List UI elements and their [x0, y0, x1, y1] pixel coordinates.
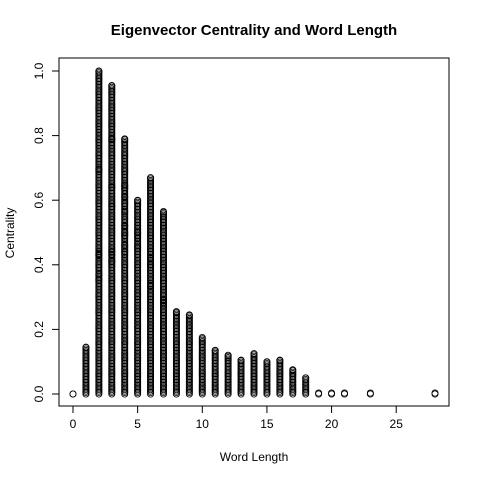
- data-point: [147, 261, 155, 269]
- data-point: [328, 389, 336, 397]
- data-point: [134, 228, 142, 236]
- data-point: [108, 203, 116, 211]
- data-point: [340, 389, 348, 397]
- data-point: [276, 356, 284, 364]
- plot-area: [58, 57, 450, 407]
- data-point: [172, 308, 180, 316]
- data-point: [108, 183, 116, 191]
- data-point: [134, 196, 142, 204]
- data-points: [69, 67, 439, 398]
- data-point: [198, 333, 206, 341]
- data-point: [108, 258, 116, 266]
- data-point: [121, 228, 129, 236]
- data-point: [159, 208, 167, 216]
- y-tick-label: 0.8: [32, 127, 46, 144]
- data-point: [159, 296, 167, 304]
- data-point: [366, 389, 374, 397]
- data-point: [121, 185, 129, 193]
- data-point: [121, 193, 129, 201]
- y-tick-label: 0.4: [32, 256, 46, 273]
- x-tick-label: 0: [70, 417, 77, 431]
- data-point: [147, 174, 155, 182]
- data-point: [95, 67, 103, 75]
- y-tick-label: 0.0: [32, 385, 46, 402]
- data-point: [69, 390, 77, 398]
- x-tick-label: 15: [260, 417, 274, 431]
- data-point: [121, 182, 129, 190]
- x-axis-label: Word Length: [220, 450, 289, 464]
- data-point: [108, 135, 116, 143]
- y-tick-label: 0.6: [32, 192, 46, 209]
- data-point: [224, 351, 232, 359]
- y-axis: 0.0 0.2 0.4 0.6 0.8 1.0: [32, 62, 60, 402]
- data-point: [95, 166, 103, 174]
- data-point: [121, 208, 129, 216]
- data-point: [134, 233, 142, 241]
- data-point: [289, 366, 297, 374]
- data-point: [121, 135, 129, 143]
- data-point: [95, 251, 103, 259]
- data-point: [108, 248, 116, 256]
- x-tick-label: 5: [134, 417, 141, 431]
- data-point: [431, 389, 439, 397]
- data-point: [237, 356, 245, 364]
- data-point: [159, 300, 167, 308]
- x-axis: 0 5 10 15 20 25: [70, 405, 404, 431]
- data-point: [147, 282, 155, 290]
- data-point: [250, 350, 258, 358]
- y-axis-label: Centrality: [3, 208, 17, 259]
- data-point: [315, 389, 323, 397]
- y-tick-label: 1.0: [32, 62, 46, 79]
- data-point: [134, 243, 142, 251]
- y-tick-label: 0.2: [32, 321, 46, 338]
- x-tick-label: 25: [390, 417, 404, 431]
- chart-title: Eigenvector Centrality and Word Length: [111, 22, 397, 39]
- data-point: [185, 311, 193, 319]
- data-point: [263, 358, 271, 366]
- plot-frame: [58, 57, 450, 407]
- data-point: [82, 343, 90, 351]
- data-point: [121, 248, 129, 256]
- data-point: [95, 275, 103, 283]
- data-point: [108, 82, 116, 90]
- data-point: [121, 232, 129, 240]
- data-point: [95, 270, 103, 278]
- data-point: [211, 346, 219, 354]
- data-point: [302, 374, 310, 382]
- x-tick-label: 20: [325, 417, 339, 431]
- x-tick-label: 10: [196, 417, 210, 431]
